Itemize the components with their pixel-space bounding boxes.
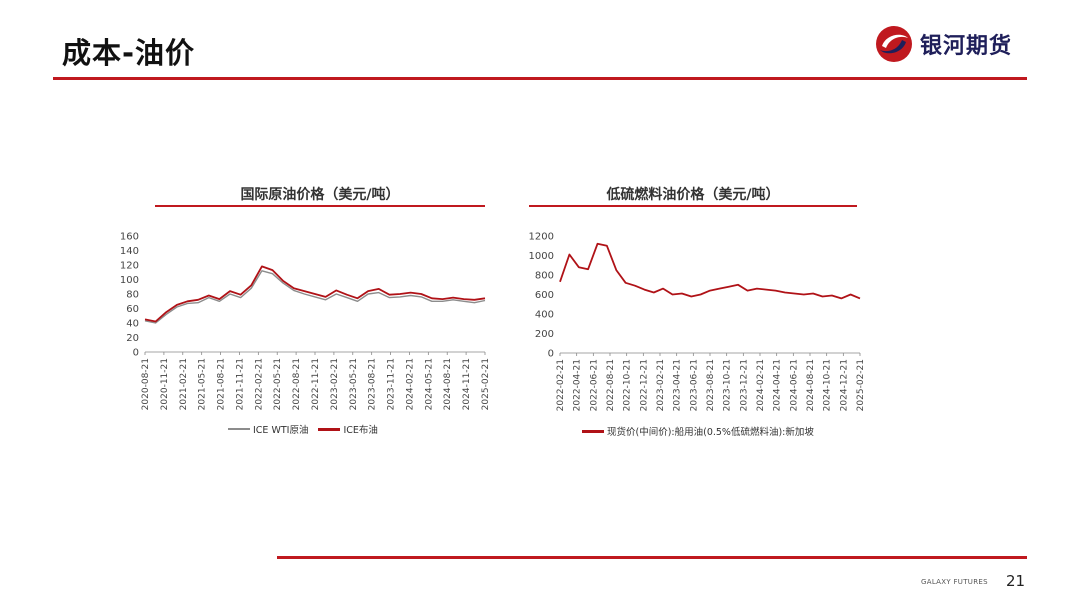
lsfo-ytick-label: 800	[535, 271, 554, 282]
crude-legend: ICE WTI原油 ICE布油	[228, 422, 388, 436]
legend-label-brent: ICE布油	[343, 425, 378, 436]
lsfo-xtick-label: 2022-02-21	[556, 359, 566, 411]
lsfo-xtick-label: 2024-08-21	[806, 359, 816, 411]
legend-label-lsfo: 现货价(中间价):船用油(0.5%低硫燃料油):新加坡	[607, 427, 814, 438]
lsfo-price-chart: 0 200 400 600 800 1000 1200 2022-02-21 2022-04-2…	[529, 232, 866, 412]
crude-oil-price-chart: 0 20 40 60 80 100 120 140 160 2020-08-21 2020-11-2…	[120, 232, 491, 411]
chart-title-lsfo: 低硫燃料油价格（美元/吨）	[606, 187, 780, 203]
brand-logo: 银河期货	[874, 24, 1012, 64]
galaxy-logo-icon	[876, 26, 912, 62]
crude-ytick-label: 0	[133, 348, 139, 359]
crude-xtick-label: 2024-11-21	[462, 358, 472, 410]
crude-xtick-label: 2022-11-21	[311, 358, 321, 410]
legend-item-brent: ICE布油	[318, 422, 378, 436]
crude-series-line-1	[144, 265, 486, 323]
crude-xtick-label: 2022-08-21	[292, 358, 302, 410]
crude-xtick-label: 2024-02-21	[405, 358, 415, 410]
crude-xtick-label: 2021-08-21	[217, 358, 227, 410]
crude-ytick-label: 20	[126, 333, 139, 344]
crude-xtick-label: 2020-11-21	[160, 358, 170, 410]
crude-xtick-label: 2021-05-21	[198, 358, 208, 410]
crude-ytick-label: 120	[120, 261, 139, 272]
legend-item-lsfo: 现货价(中间价):船用油(0.5%低硫燃料油):新加坡	[582, 424, 814, 438]
legend-item-wti: ICE WTI原油	[228, 422, 308, 436]
lsfo-ytick-label: 200	[535, 329, 554, 340]
chart-title-rule-crude	[155, 205, 485, 207]
crude-xtick-label: 2024-08-21	[443, 358, 453, 410]
lsfo-xtick-label: 2023-04-21	[673, 359, 683, 411]
lsfo-xtick-label: 2024-10-21	[823, 359, 833, 411]
chart-title-rule-lsfo	[529, 205, 857, 207]
crude-xtick-label: 2025-02-21	[481, 358, 491, 410]
chart-title-crude: 国际原油价格（美元/吨）	[240, 187, 400, 203]
lsfo-ytick-label: 600	[535, 290, 554, 301]
crude-xtick-label: 2023-05-21	[349, 358, 359, 410]
lsfo-ytick-label: 1200	[529, 232, 554, 243]
lsfo-ytick-label: 400	[535, 310, 554, 321]
crude-ytick-label: 80	[126, 290, 139, 301]
crude-xtick-label: 2023-02-21	[330, 358, 340, 410]
lsfo-xtick-label: 2022-04-21	[573, 359, 583, 411]
crude-xtick-label: 2022-05-21	[273, 358, 283, 410]
crude-ytick-label: 140	[120, 246, 139, 257]
lsfo-xtick-label: 2022-12-21	[639, 359, 649, 411]
header-divider	[53, 77, 1027, 80]
lsfo-xtick-label: 2023-12-21	[739, 359, 749, 411]
lsfo-xtick-label: 2023-08-21	[706, 359, 716, 411]
crude-xtick-label: 2020-08-21	[141, 358, 151, 410]
lsfo-legend: 现货价(中间价):船用油(0.5%低硫燃料油):新加坡	[582, 424, 824, 438]
crude-xtick-label: 2024-05-21	[424, 358, 434, 410]
crude-ytick-label: 60	[126, 304, 139, 315]
lsfo-xtick-label: 2023-06-21	[689, 359, 699, 411]
lsfo-xtick-label: 2022-08-21	[606, 359, 616, 411]
footer-divider	[277, 556, 1027, 559]
crude-xtick-label: 2021-11-21	[235, 358, 245, 410]
lsfo-xtick-label: 2025-02-21	[856, 359, 866, 411]
legend-swatch-brent	[318, 427, 341, 431]
legend-swatch-lsfo	[582, 429, 604, 433]
crude-xtick-label: 2022-02-21	[254, 358, 264, 410]
legend-swatch-wti	[228, 428, 250, 430]
page-title: 成本-油价	[62, 36, 196, 70]
page-number: 21	[1006, 572, 1026, 590]
brand-name: 银河期货	[920, 34, 1013, 59]
lsfo-series-line-0	[559, 242, 861, 300]
crude-ytick-label: 100	[120, 275, 139, 286]
lsfo-xtick-label: 2024-04-21	[773, 359, 783, 411]
crude-xtick-label: 2023-11-21	[387, 358, 397, 410]
crude-xtick-label: 2023-08-21	[368, 358, 378, 410]
lsfo-xtick-label: 2022-06-21	[589, 359, 599, 411]
lsfo-xtick-label: 2022-10-21	[623, 359, 633, 411]
lsfo-xtick-label: 2023-02-21	[656, 359, 666, 411]
lsfo-xtick-label: 2023-10-21	[723, 359, 733, 411]
crude-ytick-label: 40	[126, 319, 139, 330]
lsfo-ytick-label: 1000	[529, 251, 554, 262]
footer-brand: GALAXY FUTURES	[921, 578, 988, 586]
lsfo-xtick-label: 2024-06-21	[789, 359, 799, 411]
legend-label-wti: ICE WTI原油	[253, 425, 309, 436]
crude-ytick-label: 160	[120, 232, 139, 243]
lsfo-xtick-label: 2024-02-21	[756, 359, 766, 411]
lsfo-xtick-label: 2024-12-21	[839, 359, 849, 411]
crude-series-line-0	[144, 270, 486, 324]
crude-xtick-label: 2021-02-21	[179, 358, 189, 410]
lsfo-ytick-label: 0	[548, 349, 554, 360]
